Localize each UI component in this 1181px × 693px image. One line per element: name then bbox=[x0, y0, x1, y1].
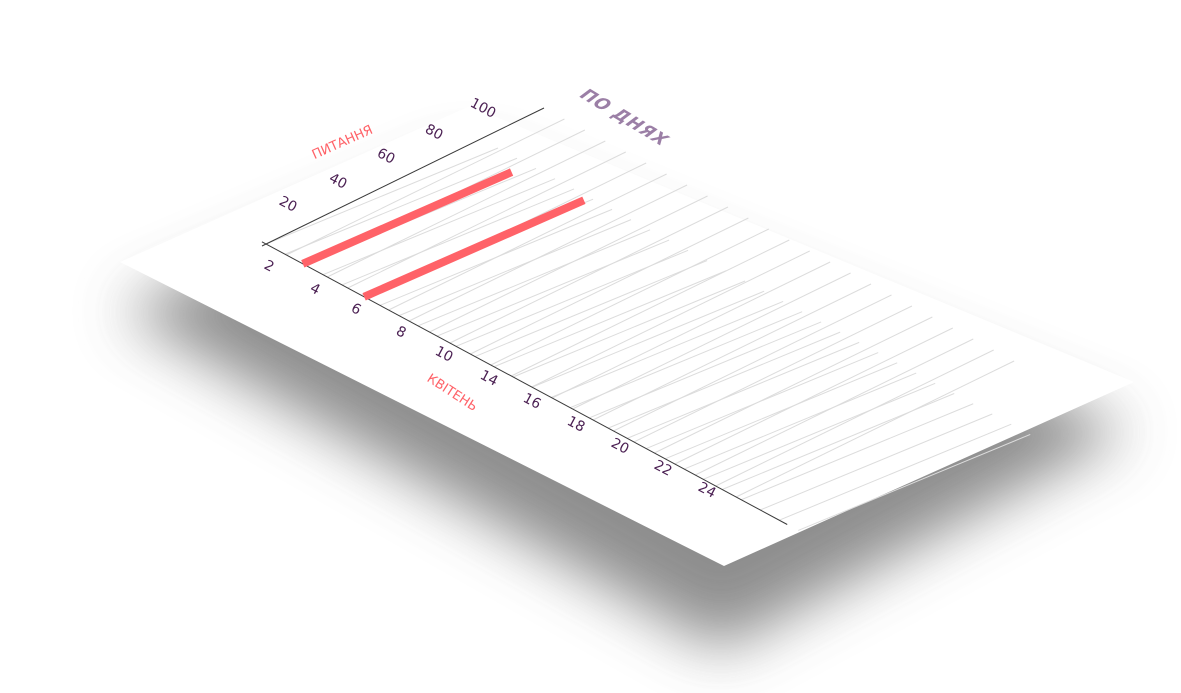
grid-line-y bbox=[722, 393, 955, 490]
x-axis-line bbox=[261, 241, 788, 525]
x-tick-label: 14 bbox=[477, 367, 500, 390]
grid-line-y bbox=[588, 321, 822, 419]
x-tick-label: 18 bbox=[564, 413, 587, 435]
grid-line-x bbox=[449, 206, 729, 344]
grid-line-x bbox=[551, 261, 831, 399]
grid-line-y bbox=[550, 300, 784, 398]
x-tick-label: 22 bbox=[651, 457, 674, 479]
grid-line-x bbox=[674, 327, 954, 465]
grid-line-x bbox=[327, 140, 606, 278]
grid-line-y bbox=[607, 331, 841, 429]
grid-line-y bbox=[703, 382, 936, 480]
grid-line-x bbox=[347, 151, 626, 289]
grid-line-x bbox=[511, 239, 790, 377]
x-tick-label: 16 bbox=[520, 390, 543, 413]
chart-bars bbox=[301, 168, 586, 301]
grid-line-y bbox=[322, 178, 556, 276]
grid-line-x bbox=[490, 228, 770, 366]
grid-line-y bbox=[684, 372, 917, 470]
grid-line-y bbox=[798, 433, 1031, 531]
grid-line-y bbox=[284, 157, 518, 255]
x-tick-label: 10 bbox=[432, 343, 455, 365]
grid-line-y bbox=[398, 219, 632, 317]
grid-line-y bbox=[436, 239, 670, 337]
grid-line-y bbox=[474, 260, 708, 357]
grid-line-y bbox=[741, 403, 974, 501]
x-tick-label: 24 bbox=[695, 479, 718, 502]
grid-line-y bbox=[760, 413, 993, 511]
grid-line-x bbox=[572, 272, 851, 410]
grid-line-x bbox=[613, 294, 892, 432]
grid-line-x bbox=[531, 250, 810, 388]
y-tick-label: 80 bbox=[422, 121, 445, 143]
grid-line-y bbox=[455, 249, 689, 347]
y-tick-label: 40 bbox=[326, 170, 349, 192]
chart-axes bbox=[261, 107, 788, 525]
grid-line-x bbox=[633, 305, 913, 443]
grid-line-y bbox=[645, 352, 879, 450]
grid-line-x bbox=[408, 184, 688, 322]
grid-line-x bbox=[286, 118, 565, 256]
grid-line-x bbox=[470, 217, 749, 355]
grid-line-y bbox=[665, 362, 898, 460]
paper-sheet bbox=[120, 106, 1134, 566]
y-tick-label: 20 bbox=[276, 193, 299, 215]
y-axis-line bbox=[261, 107, 545, 247]
grid-line-x bbox=[654, 316, 933, 454]
grid-line-x bbox=[715, 349, 994, 487]
chart-title: ПО ДНЯХ bbox=[574, 87, 674, 150]
grid-line-x bbox=[735, 360, 1015, 498]
bar bbox=[301, 168, 514, 268]
y-tick-label: 60 bbox=[374, 145, 397, 167]
grid-line-x bbox=[388, 173, 667, 311]
grid-line-y bbox=[512, 280, 746, 378]
grid-line-y bbox=[626, 341, 860, 439]
grid-line-y bbox=[531, 290, 765, 388]
grid-line-y bbox=[493, 270, 727, 368]
x-tick-label: 20 bbox=[608, 435, 631, 457]
grid-line-y bbox=[265, 147, 499, 245]
bar bbox=[362, 196, 586, 301]
grid-line-y bbox=[379, 208, 613, 306]
grid-line-y bbox=[779, 423, 1012, 521]
grid-line-y bbox=[417, 229, 651, 327]
grid-line-y bbox=[341, 188, 575, 286]
grid-line-y bbox=[569, 311, 803, 409]
